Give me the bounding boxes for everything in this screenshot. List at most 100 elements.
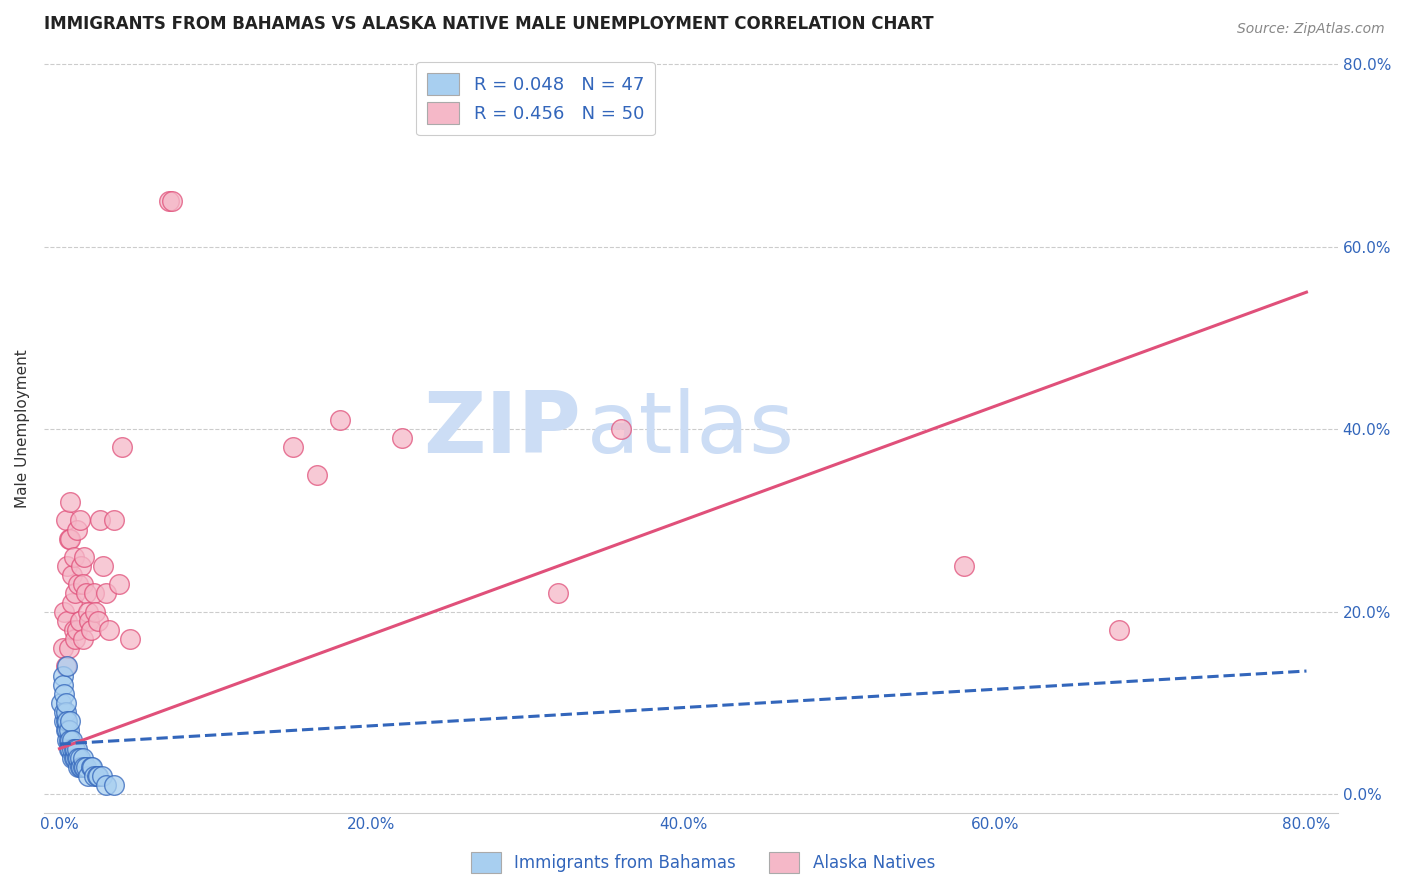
Point bbox=[60, 568, 83, 582]
Point bbox=[72, 751, 94, 765]
Point bbox=[103, 513, 125, 527]
Point bbox=[56, 659, 79, 673]
Point bbox=[83, 769, 105, 783]
Point bbox=[53, 714, 76, 729]
Point bbox=[60, 732, 83, 747]
Point bbox=[49, 696, 72, 710]
Point bbox=[62, 741, 84, 756]
Point bbox=[79, 760, 101, 774]
Legend: Immigrants from Bahamas, Alaska Natives: Immigrants from Bahamas, Alaska Natives bbox=[464, 846, 942, 880]
Point bbox=[609, 422, 631, 436]
Point bbox=[59, 532, 82, 546]
Point bbox=[91, 559, 114, 574]
Point bbox=[118, 632, 141, 646]
Point bbox=[60, 741, 83, 756]
Point bbox=[60, 596, 83, 610]
Point bbox=[73, 760, 96, 774]
Point bbox=[69, 513, 91, 527]
Point bbox=[58, 532, 80, 546]
Point bbox=[53, 705, 76, 719]
Point bbox=[305, 467, 328, 482]
Point bbox=[53, 687, 76, 701]
Point bbox=[952, 559, 974, 574]
Point bbox=[56, 723, 79, 738]
Point bbox=[96, 586, 118, 600]
Point bbox=[67, 760, 90, 774]
Point bbox=[53, 605, 76, 619]
Point bbox=[70, 760, 93, 774]
Point bbox=[72, 760, 94, 774]
Point bbox=[63, 586, 86, 600]
Point bbox=[89, 513, 111, 527]
Point bbox=[55, 705, 77, 719]
Point bbox=[65, 751, 87, 765]
Point bbox=[56, 732, 79, 747]
Point bbox=[58, 641, 80, 656]
Point bbox=[52, 668, 75, 682]
Point bbox=[86, 769, 108, 783]
Point bbox=[283, 441, 305, 455]
Point bbox=[75, 760, 97, 774]
Point bbox=[65, 741, 87, 756]
Point bbox=[73, 549, 96, 564]
Point bbox=[55, 696, 77, 710]
Text: Source: ZipAtlas.com: Source: ZipAtlas.com bbox=[1237, 22, 1385, 37]
Point bbox=[62, 549, 84, 564]
Point bbox=[55, 714, 77, 729]
Point bbox=[55, 723, 77, 738]
Point bbox=[55, 659, 77, 673]
Y-axis label: Male Unemployment: Male Unemployment bbox=[15, 350, 30, 508]
Point bbox=[70, 559, 93, 574]
Point bbox=[98, 623, 121, 637]
Point bbox=[69, 751, 91, 765]
Point bbox=[76, 605, 98, 619]
Point bbox=[58, 732, 80, 747]
Point bbox=[1108, 623, 1130, 637]
Point bbox=[58, 741, 80, 756]
Point bbox=[67, 751, 90, 765]
Point bbox=[62, 751, 84, 765]
Point bbox=[59, 732, 82, 747]
Point bbox=[65, 523, 87, 537]
Point bbox=[52, 678, 75, 692]
Point bbox=[87, 614, 110, 628]
Point bbox=[56, 614, 79, 628]
Point bbox=[157, 194, 180, 208]
Point bbox=[72, 577, 94, 591]
Text: atlas: atlas bbox=[588, 388, 796, 471]
Point bbox=[103, 778, 125, 792]
Legend: R = 0.048   N = 47, R = 0.456   N = 50: R = 0.048 N = 47, R = 0.456 N = 50 bbox=[416, 62, 655, 136]
Point bbox=[63, 741, 86, 756]
Point bbox=[547, 586, 569, 600]
Point bbox=[59, 714, 82, 729]
Point bbox=[52, 641, 75, 656]
Point bbox=[59, 495, 82, 509]
Point bbox=[77, 614, 100, 628]
Point bbox=[56, 714, 79, 729]
Point bbox=[63, 751, 86, 765]
Point bbox=[96, 778, 118, 792]
Point bbox=[83, 586, 105, 600]
Point bbox=[69, 760, 91, 774]
Point bbox=[79, 623, 101, 637]
Point bbox=[76, 769, 98, 783]
Text: ZIP: ZIP bbox=[423, 388, 581, 471]
Point bbox=[107, 577, 129, 591]
Point bbox=[160, 194, 183, 208]
Point bbox=[72, 632, 94, 646]
Point bbox=[62, 623, 84, 637]
Point bbox=[58, 723, 80, 738]
Point bbox=[329, 413, 352, 427]
Point bbox=[84, 605, 107, 619]
Text: IMMIGRANTS FROM BAHAMAS VS ALASKA NATIVE MALE UNEMPLOYMENT CORRELATION CHART: IMMIGRANTS FROM BAHAMAS VS ALASKA NATIVE… bbox=[44, 15, 934, 33]
Point bbox=[65, 623, 87, 637]
Point bbox=[111, 441, 134, 455]
Point bbox=[67, 577, 90, 591]
Point bbox=[391, 431, 413, 445]
Point bbox=[60, 751, 83, 765]
Point bbox=[59, 741, 82, 756]
Point bbox=[69, 614, 91, 628]
Point bbox=[87, 769, 110, 783]
Point bbox=[75, 586, 97, 600]
Point bbox=[55, 513, 77, 527]
